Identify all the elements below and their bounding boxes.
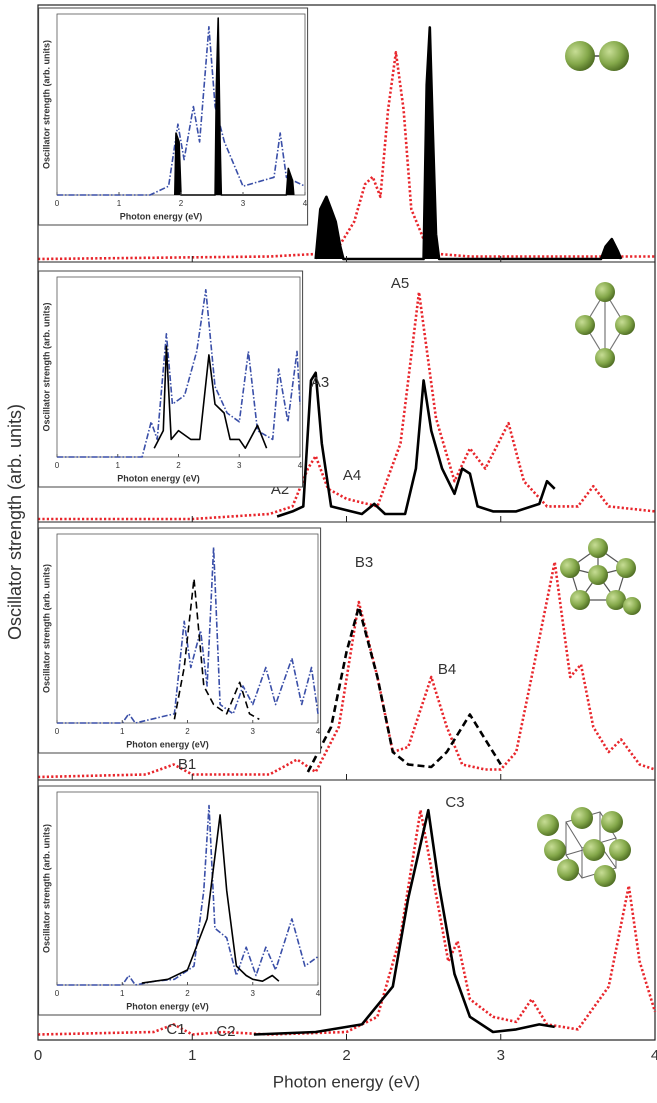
area: [314, 26, 623, 261]
line: [57, 289, 301, 458]
inset-y-label: Oscillator strength (arb. units): [41, 824, 51, 953]
inset-x-tick-label: 0: [55, 727, 60, 736]
inset-x-tick-label: 3: [241, 199, 246, 208]
inset-x-tick-label: 2: [176, 461, 181, 470]
annotation: B3: [355, 554, 373, 571]
line: [37, 51, 655, 261]
x-tick-label: 4: [651, 1047, 657, 1064]
line: [37, 808, 657, 1036]
inset-box: [38, 527, 322, 754]
inset-x-tick-label: 0: [55, 989, 60, 998]
cluster-icon: [560, 538, 641, 615]
cluster-icon: [537, 807, 631, 887]
inset-x-tick-label: 2: [185, 989, 190, 998]
inset-x-tick-label: 1: [116, 461, 121, 470]
x-tick-label: 1: [188, 1047, 196, 1064]
line: [276, 371, 556, 518]
annotation: C2: [216, 1023, 235, 1040]
annotation: A5: [391, 275, 409, 292]
inset-x-tick-label: 3: [251, 727, 256, 736]
cluster-icon: [565, 41, 629, 71]
inset-x-tick-label: 3: [251, 989, 256, 998]
inset-x-tick-label: 4: [298, 461, 303, 470]
inset-x-tick-label: 2: [185, 727, 190, 736]
annotation: A4: [343, 467, 361, 484]
line: [141, 814, 280, 984]
annotation: C3: [445, 794, 464, 811]
y-axis-label: Oscillator strength (arb. units): [5, 404, 25, 640]
x-axis-label: Photon energy (eV): [273, 1072, 420, 1091]
x-tick-label: 0: [34, 1047, 42, 1064]
inset-x-tick-label: 1: [120, 989, 125, 998]
line: [38, 290, 656, 521]
inset-x-tick-label: 0: [55, 199, 60, 208]
line: [153, 345, 268, 449]
inset-x-label: Photon energy (eV): [117, 473, 200, 483]
inset-box: [38, 7, 309, 226]
inset-x-tick-label: 4: [316, 727, 321, 736]
area: [174, 17, 295, 196]
annotation: B4: [438, 661, 456, 678]
inset-x-tick-label: 1: [120, 727, 125, 736]
inset-x-tick-label: 2: [179, 199, 184, 208]
x-tick-label: 2: [342, 1047, 350, 1064]
line: [57, 26, 306, 196]
inset-y-label: Oscillator strength (arb. units): [41, 564, 51, 693]
line: [57, 546, 319, 724]
line: [37, 560, 656, 779]
inset-x-label: Photon energy (eV): [126, 1001, 209, 1011]
line: [173, 577, 260, 720]
inset-y-label: Oscillator strength (arb. units): [41, 40, 51, 169]
line: [306, 605, 502, 773]
line: [253, 808, 555, 1036]
inset-x-label: Photon energy (eV): [120, 211, 203, 221]
annotation: A3: [311, 374, 329, 391]
annotation: C1: [166, 1021, 185, 1038]
x-tick-label: 3: [497, 1047, 505, 1064]
inset-x-tick-label: 4: [316, 989, 321, 998]
cluster-icon: [575, 282, 635, 368]
inset-x-tick-label: 3: [237, 461, 242, 470]
inset-y-label: Oscillator strength (arb. units): [41, 302, 51, 431]
inset-x-label: Photon energy (eV): [126, 739, 209, 749]
inset-x-tick-label: 0: [55, 461, 60, 470]
annotation: B1: [178, 756, 196, 773]
inset-x-tick-label: 4: [303, 199, 308, 208]
inset-x-tick-label: 1: [117, 199, 122, 208]
